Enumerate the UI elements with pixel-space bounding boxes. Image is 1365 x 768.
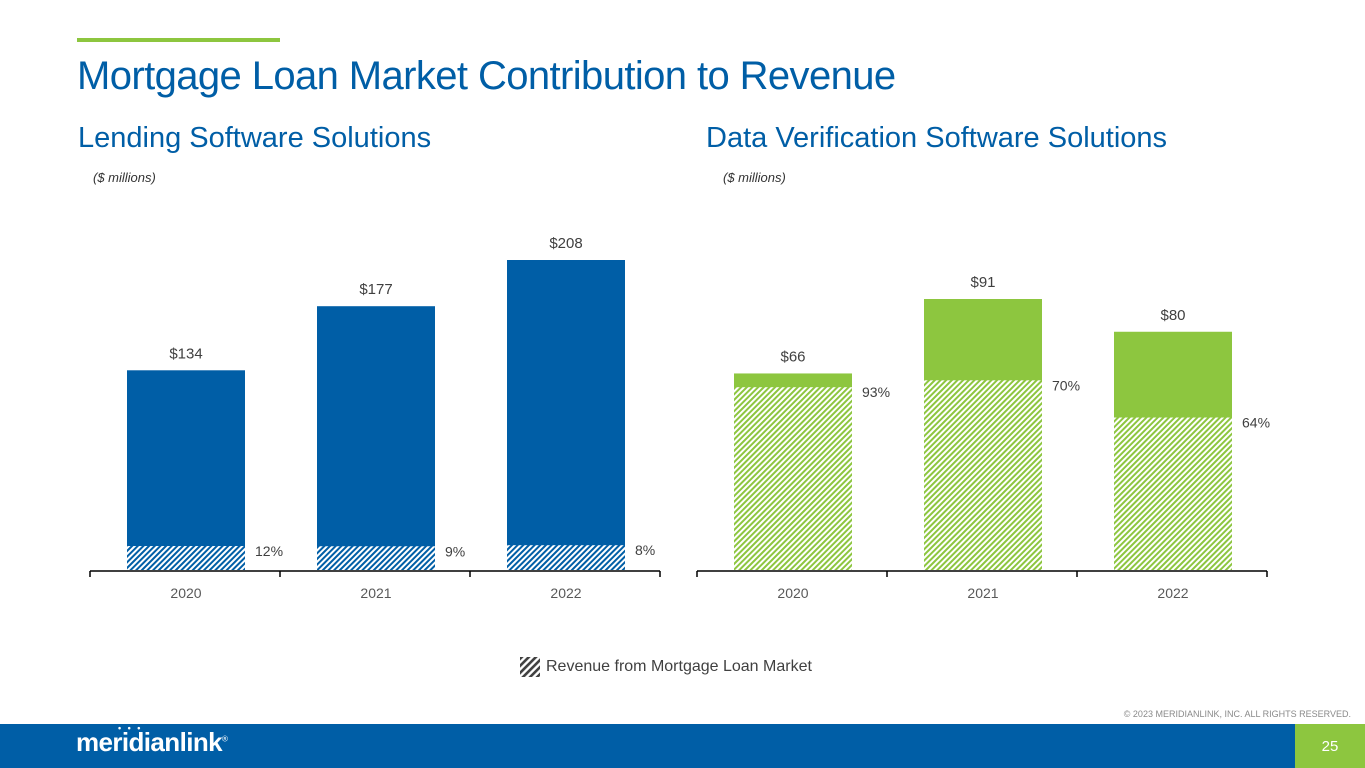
lending-chart-title: Lending Software Solutions xyxy=(78,122,432,154)
mortgage-percent-label-2022: 8% xyxy=(635,542,655,558)
total-bar-2022 xyxy=(507,260,625,570)
legend-label: Revenue from Mortgage Loan Market xyxy=(546,658,812,675)
page-title: Mortgage Loan Market Contribution to Rev… xyxy=(77,54,896,98)
mortgage-segment-2020 xyxy=(127,546,245,570)
legend-hatch-icon xyxy=(520,657,540,677)
mortgage-segment-2020 xyxy=(734,387,852,570)
legend: Revenue from Mortgage Loan Market xyxy=(520,656,812,678)
data-verification-units-label: ($ millions) xyxy=(723,170,786,185)
x-tick-label-2021: 2021 xyxy=(360,585,391,601)
total-label-2020: $134 xyxy=(169,345,202,362)
mortgage-segment-2022 xyxy=(507,545,625,570)
total-label-2021: $91 xyxy=(970,274,995,291)
copyright-notice: © 2023 MERIDIANLINK, INC. ALL RIGHTS RES… xyxy=(1123,709,1351,719)
logo-registered-mark: ® xyxy=(221,734,228,744)
logo-text: meridianlink xyxy=(76,727,223,757)
x-tick-label-2021: 2021 xyxy=(967,585,998,601)
footer-bar: • • • meridianlink® 25 xyxy=(0,723,1365,768)
mortgage-segment-2021 xyxy=(924,380,1042,570)
mortgage-percent-label-2021: 9% xyxy=(445,543,465,559)
total-label-2022: $80 xyxy=(1160,307,1185,324)
data-verification-chart-title: Data Verification Software Solutions xyxy=(706,122,1168,154)
title-accent-line xyxy=(77,38,280,42)
total-bar-2021 xyxy=(317,306,435,570)
total-bar-2020 xyxy=(127,370,245,570)
data-verification-chart: $66 93% 2020 $91 70% 2021 $80 64% 2022 xyxy=(696,274,1270,601)
total-label-2022: $208 xyxy=(549,235,582,252)
lending-units-label: ($ millions) xyxy=(93,170,156,185)
meridianlink-logo: • • • meridianlink® xyxy=(76,723,228,758)
logo-dots-icon: • • • xyxy=(118,723,143,733)
x-tick-label-2020: 2020 xyxy=(777,585,808,601)
mortgage-percent-label-2020: 12% xyxy=(255,543,283,559)
mortgage-percent-label-2020: 93% xyxy=(862,384,890,400)
mortgage-percent-label-2022: 64% xyxy=(1242,415,1270,431)
x-tick-label-2022: 2022 xyxy=(550,585,581,601)
mortgage-percent-label-2021: 70% xyxy=(1052,377,1080,393)
x-tick-label-2020: 2020 xyxy=(170,585,201,601)
mortgage-segment-2021 xyxy=(317,546,435,570)
x-tick-label-2022: 2022 xyxy=(1157,585,1188,601)
mortgage-segment-2022 xyxy=(1114,417,1232,570)
total-label-2021: $177 xyxy=(359,281,392,298)
lending-chart: $134 12% 2020 $177 9% 2021 $208 8% 2022 xyxy=(89,235,661,601)
page-number: 25 xyxy=(1295,724,1365,768)
total-label-2020: $66 xyxy=(780,348,805,365)
